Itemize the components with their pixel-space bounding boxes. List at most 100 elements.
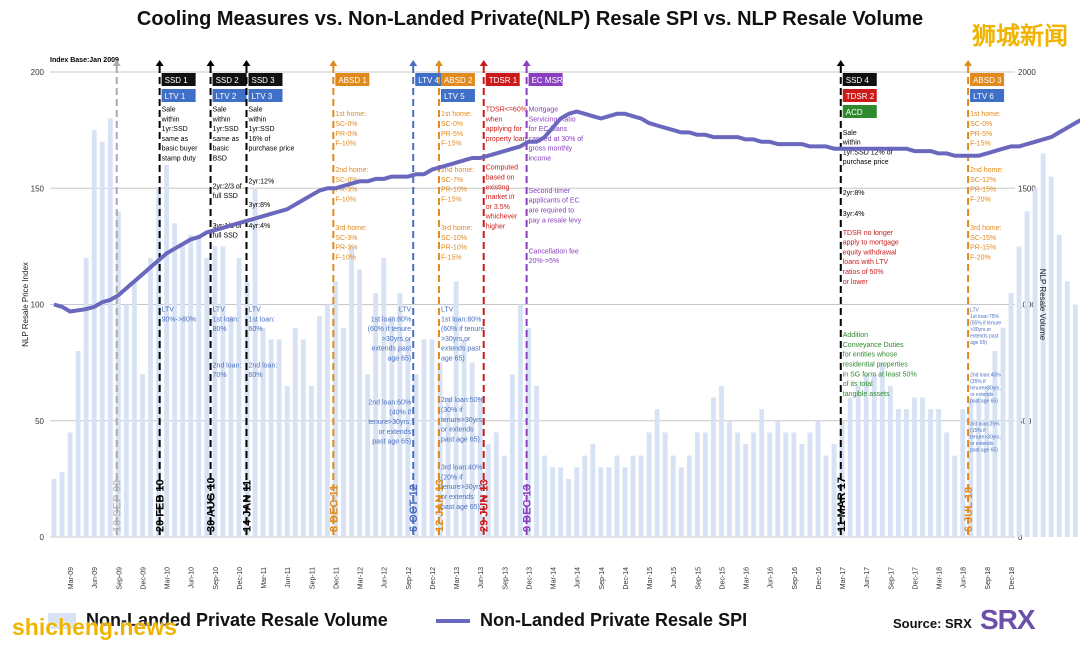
measure-note-line: Cancellation fee	[529, 248, 579, 255]
measure-note-line: full SSD	[213, 193, 238, 200]
measure-note-line: in SG form at least 50%	[843, 371, 917, 378]
volume-bar	[960, 409, 966, 537]
measure-box-label: ABSD 3	[973, 76, 1002, 85]
measure-date-label: 8 DEC 11	[328, 485, 340, 532]
measure-box-label: LTV 2	[216, 92, 237, 101]
measure-arrow-icon	[242, 60, 251, 66]
measure-note-line: PR-3%	[335, 187, 357, 194]
volume-bar	[67, 432, 73, 537]
measure-note-line: PR-15%	[970, 187, 996, 194]
measure-note: Second-timer applicants of EC are required…	[529, 188, 582, 224]
legend-volume-label: Non-Landed Private Resale Volume	[86, 610, 388, 630]
measure-note: TDSR<=60% when applying for property loan	[485, 107, 527, 143]
measure-note: 2yr:12%	[248, 179, 274, 186]
x-tick-label: Dec-11	[333, 567, 340, 589]
measure-date-label: 9 DEC 13	[522, 484, 534, 532]
measure-note: LTV 1st loan:80% (60% if tenure >30yrs,or ex…	[441, 306, 485, 362]
measure-note: LTV 90%->80%	[162, 306, 196, 323]
measure-note-line: SC-0%	[441, 121, 463, 128]
measure-note-line: extends past	[970, 333, 999, 339]
measure-note-line: 1yr:SSD	[162, 126, 188, 133]
x-tick-label: Jun-11	[285, 567, 292, 588]
measure-note-line: 2yr:2/3 of	[213, 183, 242, 190]
measure-note-line: 2yr:8%	[843, 190, 865, 197]
measure-note-line: 1yr:SSD	[248, 126, 274, 133]
measure-note-line: 20%->5%	[529, 258, 560, 265]
y-tick-right: 1500	[1018, 184, 1036, 193]
volume-bar	[912, 397, 917, 537]
measure-box-label: ACD	[846, 108, 863, 117]
measure-note-line: applying for	[486, 126, 523, 133]
measure-box-label: LTV 3	[251, 92, 272, 101]
measure-note-line: 2nd loan:	[213, 362, 242, 369]
measure-note: 3rd loan:35% (15% if tenure>30yrs, or exten…	[970, 421, 1001, 453]
volume-bar	[180, 246, 186, 537]
volume-bar	[759, 409, 765, 537]
measure-note-line: Servicing Ratio	[529, 116, 576, 123]
volume-bar	[767, 432, 773, 537]
measure-note-line: SC-0%	[970, 121, 992, 128]
measure-note-line: F-15%	[441, 196, 462, 203]
measure-arrow-icon	[522, 60, 531, 66]
measure-note-line: higher	[486, 223, 506, 230]
measure-box-label: SSD 4	[846, 76, 870, 85]
measure-note: Mortgage Servicing Ratio for EC loans cappe…	[529, 107, 584, 163]
y-tick-left: 0	[40, 533, 45, 542]
measure-note-line: 3yr:4%	[843, 211, 865, 218]
measure-note-line: 2nd home:	[335, 167, 368, 174]
y-tick-left: 100	[31, 301, 45, 310]
measure-note-line: or extends	[970, 392, 994, 398]
volume-bar	[373, 292, 379, 537]
measure-note-line: Computed	[486, 165, 518, 172]
measure-note-line: or extends	[379, 429, 412, 436]
measure-box-label: TDSR 2	[846, 92, 875, 101]
measure-note-line: loans with LTV	[843, 259, 889, 266]
measure-note-line: LTV	[162, 306, 175, 313]
volume-bar	[968, 397, 974, 537]
measure-box	[415, 73, 450, 86]
volume-bar	[775, 420, 781, 537]
x-tick-label: Dec-17	[912, 567, 919, 590]
x-tick-label: Sep-11	[309, 567, 316, 589]
volume-bar	[485, 444, 491, 537]
volume-bar	[333, 281, 338, 537]
measure-note-line: 2nd loan:60%	[368, 399, 411, 406]
volume-bar	[421, 339, 427, 537]
volume-bar	[276, 339, 282, 537]
volume-bar	[1024, 211, 1030, 537]
srx-logo: SRX	[980, 604, 1036, 635]
volume-bar	[252, 188, 258, 537]
x-tick-label: Sep-12	[406, 567, 413, 590]
y-tick-left: 150	[31, 184, 45, 193]
measure-note-line: 2nd home:	[441, 167, 474, 174]
measure-box-label: LTV 5	[444, 92, 465, 101]
volume-bar	[260, 327, 266, 537]
measure-note-line: or extends	[441, 494, 474, 501]
measure-note-line: >30yrs,or	[382, 336, 412, 343]
measure-note-line: age 65)	[441, 355, 465, 362]
measure-note-line: 3rd home:	[970, 225, 1002, 232]
volume-bar	[638, 455, 644, 537]
volume-bar	[1032, 188, 1038, 537]
x-tick-label: Dec-13	[526, 567, 533, 590]
measure-note-line: F-10%	[335, 255, 356, 262]
measure-arrow-icon	[206, 60, 215, 66]
watermark-top: 狮城新闻	[972, 23, 1068, 50]
measure-note-line: basic buyer	[162, 146, 198, 153]
measure-note-line: 1st home:	[441, 111, 472, 118]
measure-note-line: 16% of	[248, 136, 270, 143]
x-tick-label: Mar-12	[358, 567, 365, 589]
volume-bar	[855, 385, 861, 537]
legend-volume: Non-Landed Private Resale Volume	[48, 610, 388, 631]
volume-bar	[493, 432, 499, 537]
measure-note-line: basic	[213, 146, 230, 153]
x-tick-label: Sep-10	[213, 567, 220, 590]
volume-bar	[936, 409, 942, 537]
volume-bar	[606, 467, 612, 537]
volume-bar	[694, 432, 700, 537]
volume-bar	[550, 467, 556, 537]
measure-note-line: SC-0%	[335, 177, 357, 184]
measure-note-line: PR-10%	[441, 187, 467, 194]
volume-bar	[566, 478, 572, 537]
measure-note: 2yr:2/3 of full SSD	[213, 183, 242, 200]
